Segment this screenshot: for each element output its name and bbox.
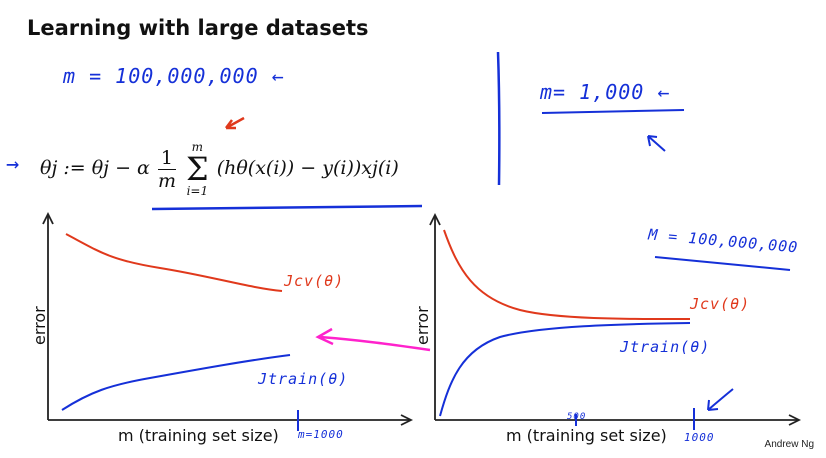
sigma-symbol: Σ [186,150,209,188]
magenta-arrow-line [319,335,431,352]
left-jtrain-curve [61,354,291,411]
left-x-axis-arrowhead [400,414,414,426]
pointer-arrow-up [647,135,666,152]
formula-underline [151,204,423,211]
fraction-numerator: 1 [157,147,176,170]
left-ylabel: error [30,306,49,345]
author-credit: Andrew Ng [764,439,814,450]
formula-theta-update: θj := θj − α [40,157,150,179]
divider-stroke [496,51,501,186]
gradient-descent-formula: θj := θj − α 1 m m Σ i=1 (hθ(x(i)) − y(i… [40,140,399,198]
right-jcv-curve [443,229,691,321]
right-ylabel: error [413,306,432,345]
formula-sum: m Σ i=1 [186,140,209,198]
left-y-axis-arrowhead [42,211,54,225]
m-large-note: m = 100,000,000 ← [63,64,285,88]
left-jcv-curve [65,233,283,292]
slide-title: Learning with large datasets [27,16,369,40]
right-jtrain-curve [439,322,691,417]
left-jcv-label: Jcv(θ) [284,272,345,290]
right-jtrain-label: Jtrain(θ) [620,338,711,356]
m-small-note: m= 1,000 ← [540,80,671,104]
right-tick-1000-label: 1000 [684,431,715,444]
magenta-arrowhead [315,327,334,346]
right-tick-500-label: 500 [567,412,587,422]
underline-m-small [541,109,685,114]
formula-fraction: 1 m [157,147,176,192]
right-y-axis-arrowhead [429,212,441,226]
left-tick-label: m=1000 [298,428,344,441]
left-jtrain-label: Jtrain(θ) [258,370,349,388]
right-jcv-label: Jcv(θ) [690,295,751,313]
red-arrow-icon [225,116,245,130]
blue-arrow-bottom-right [707,388,734,411]
fraction-denominator: m [157,169,176,192]
left-xlabel: m (training set size) [118,426,279,445]
sum-lower-limit: i=1 [186,184,209,198]
right-x-axis-arrowhead [788,414,802,426]
sum-upper-limit: m [191,140,204,154]
formula-body: (hθ(x(i)) − y(i))xj(i) [216,157,399,179]
underline-m-large-right [654,256,791,271]
right-xlabel: m (training set size) [506,426,667,445]
formula-marker-arrow: → [6,152,21,177]
